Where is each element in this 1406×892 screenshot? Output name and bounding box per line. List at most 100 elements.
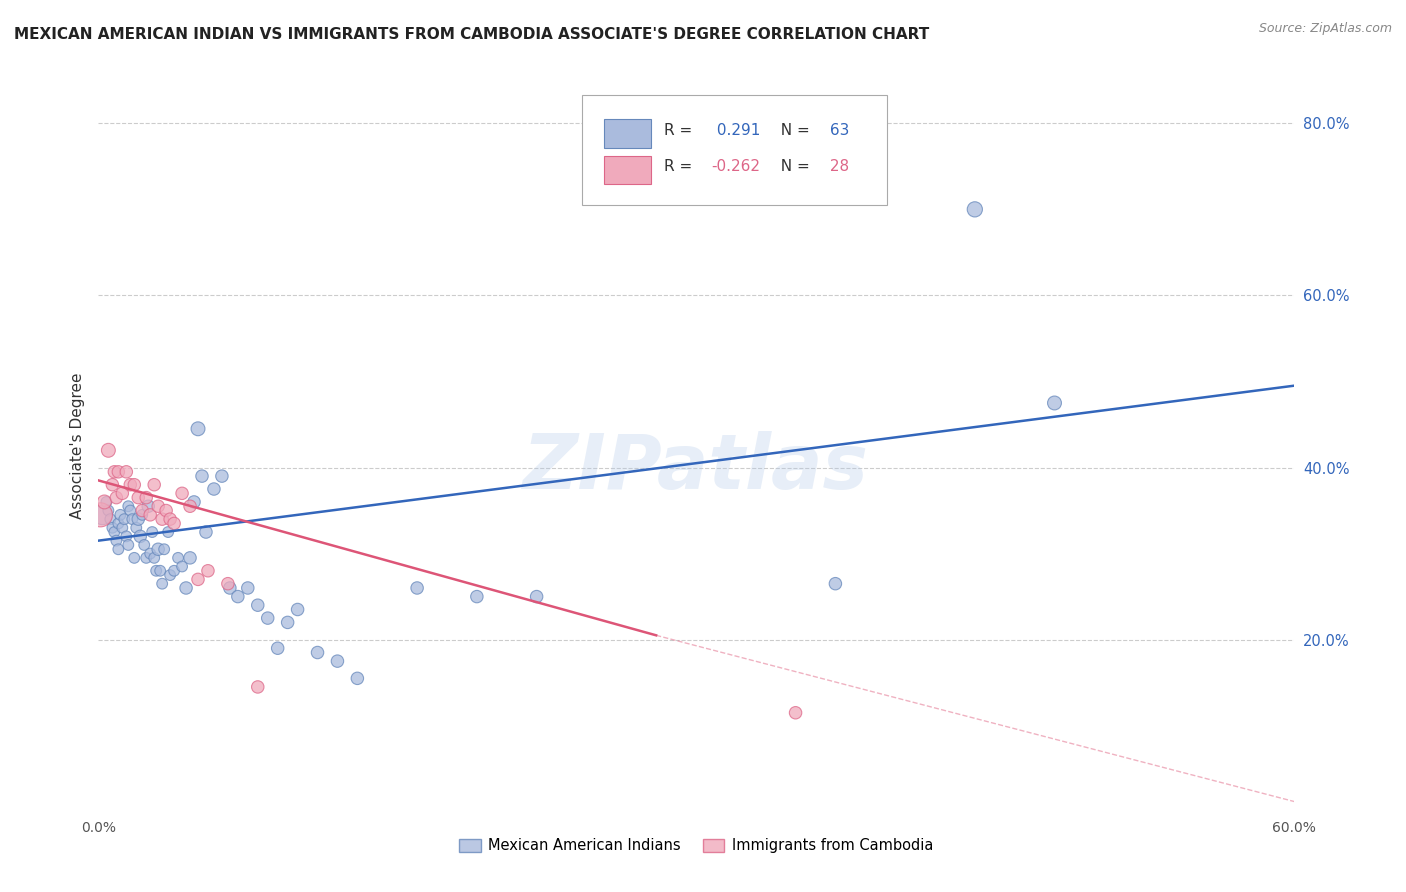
Point <box>141 524 163 539</box>
Point <box>159 568 181 582</box>
Point <box>195 524 218 539</box>
Point <box>103 524 125 539</box>
Point <box>134 538 156 552</box>
Point <box>117 500 139 514</box>
Point <box>217 576 239 591</box>
Point <box>135 491 157 505</box>
Point <box>143 477 166 491</box>
Point <box>131 508 153 522</box>
Point <box>406 581 429 595</box>
Point <box>149 564 172 578</box>
Point <box>226 590 249 604</box>
Point <box>121 512 143 526</box>
Point <box>129 529 152 543</box>
Point <box>101 521 124 535</box>
Point <box>824 576 846 591</box>
Point <box>120 503 142 517</box>
Point <box>136 500 159 514</box>
Point <box>159 512 181 526</box>
Point <box>105 491 128 505</box>
Text: N =: N = <box>772 122 810 137</box>
Text: -0.262: -0.262 <box>711 159 761 174</box>
Point <box>105 533 128 548</box>
Point <box>145 564 167 578</box>
Text: MEXICAN AMERICAN INDIAN VS IMMIGRANTS FROM CAMBODIA ASSOCIATE'S DEGREE CORRELATI: MEXICAN AMERICAN INDIAN VS IMMIGRANTS FR… <box>14 27 929 42</box>
Point <box>111 486 134 500</box>
Point <box>103 465 125 479</box>
Point <box>202 482 225 496</box>
Point <box>98 512 122 526</box>
FancyBboxPatch shape <box>582 95 887 204</box>
Point <box>93 495 115 509</box>
Point <box>187 422 209 436</box>
Point <box>107 516 129 531</box>
Point <box>101 477 124 491</box>
Point <box>111 521 134 535</box>
Point <box>139 547 162 561</box>
Point <box>179 550 201 565</box>
Point <box>153 542 176 557</box>
Point <box>124 477 146 491</box>
Point <box>963 202 986 217</box>
Point <box>211 469 233 483</box>
Point <box>135 550 157 565</box>
Text: Source: ZipAtlas.com: Source: ZipAtlas.com <box>1258 22 1392 36</box>
Text: ZIPatlas: ZIPatlas <box>523 431 869 505</box>
Point <box>174 581 197 595</box>
Point <box>107 542 129 557</box>
Point <box>172 559 194 574</box>
Point <box>256 611 278 625</box>
Point <box>785 706 807 720</box>
Point <box>150 512 173 526</box>
Point <box>277 615 299 630</box>
Point <box>157 524 180 539</box>
Point <box>155 503 177 517</box>
Point <box>246 598 269 612</box>
Point <box>219 581 242 595</box>
Point <box>89 508 111 522</box>
Point <box>131 503 153 517</box>
Point <box>307 646 329 660</box>
Point <box>148 500 170 514</box>
Point <box>143 550 166 565</box>
Point <box>125 521 148 535</box>
Point <box>187 573 209 587</box>
Text: R =: R = <box>664 122 692 137</box>
Point <box>97 443 120 458</box>
Point <box>191 469 214 483</box>
Point <box>115 529 138 543</box>
Point <box>183 495 205 509</box>
Text: N =: N = <box>772 159 810 174</box>
Point <box>172 486 194 500</box>
Point <box>112 512 135 526</box>
Y-axis label: Associate's Degree: Associate's Degree <box>69 373 84 519</box>
Point <box>465 590 488 604</box>
FancyBboxPatch shape <box>605 155 651 184</box>
Point <box>197 564 219 578</box>
Point <box>267 641 290 656</box>
Legend: Mexican American Indians, Immigrants from Cambodia: Mexican American Indians, Immigrants fro… <box>453 832 939 859</box>
Point <box>97 503 120 517</box>
Point <box>326 654 349 668</box>
Point <box>1043 396 1066 410</box>
Text: R =: R = <box>664 159 692 174</box>
Point <box>139 508 162 522</box>
Point <box>117 538 139 552</box>
Point <box>179 500 201 514</box>
Point <box>236 581 259 595</box>
Point <box>163 564 186 578</box>
Text: 28: 28 <box>825 159 849 174</box>
Point <box>115 465 138 479</box>
Point <box>167 550 190 565</box>
Point <box>110 508 132 522</box>
Point <box>163 516 186 531</box>
Point <box>124 550 146 565</box>
Text: 63: 63 <box>825 122 849 137</box>
Point <box>150 576 173 591</box>
FancyBboxPatch shape <box>605 119 651 147</box>
Point <box>526 590 548 604</box>
Point <box>96 495 118 509</box>
Point <box>120 477 142 491</box>
Point <box>246 680 269 694</box>
Point <box>107 465 129 479</box>
